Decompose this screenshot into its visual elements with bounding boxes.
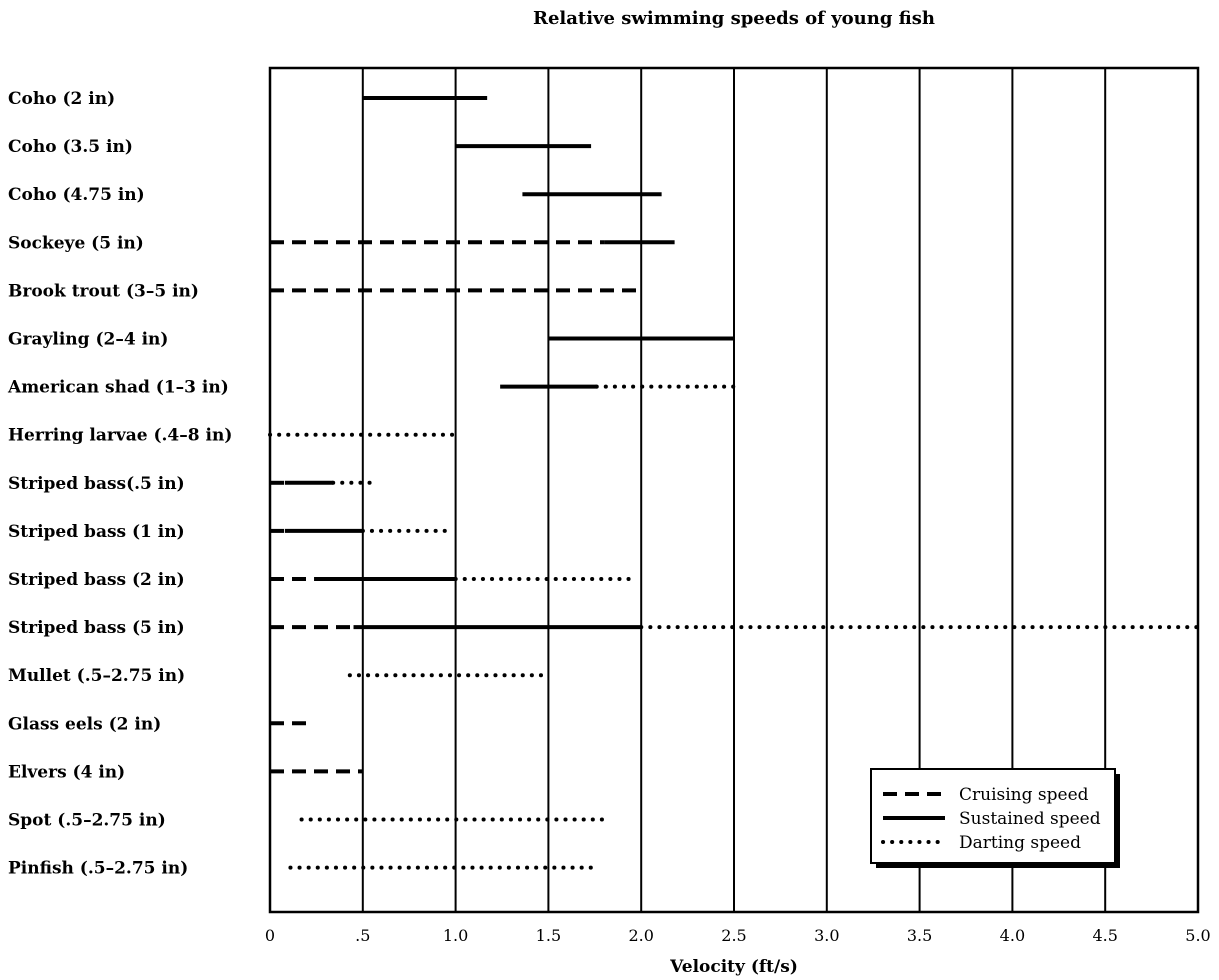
category-label: Pinfish (.5–2.75 in)	[8, 859, 188, 879]
x-tick-label: 4.0	[1000, 926, 1025, 945]
category-label: Striped bass (5 in)	[8, 618, 185, 638]
category-label: Sockeye (5 in)	[8, 233, 144, 253]
category-label: Striped bass (1 in)	[8, 522, 185, 542]
x-tick-label: 0	[265, 926, 275, 945]
x-tick-label: 4.5	[1092, 926, 1117, 945]
category-label: Elvers (4 in)	[8, 762, 125, 782]
category-label: Striped bass (2 in)	[8, 570, 185, 590]
category-label: Brook trout (3–5 in)	[8, 281, 199, 301]
category-label: Coho (4.75 in)	[8, 185, 145, 205]
category-label: Mullet (.5–2.75 in)	[8, 666, 185, 686]
category-label: Coho (2 in)	[8, 89, 115, 109]
x-tick-label: 5.0	[1185, 926, 1210, 945]
x-tick-labels: 0 .5 1.0 1.5 2.0 2.5 3.0 3.5 4.0 4.5 5.0	[265, 926, 1211, 945]
x-tick-label: 2.5	[721, 926, 746, 945]
category-label: Coho (3.5 in)	[8, 137, 133, 157]
x-tick-label: 3.5	[907, 926, 932, 945]
legend: Cruising speed Sustained speed Darting spe…	[870, 768, 1120, 868]
legend-label-darting: Darting speed	[959, 833, 1081, 853]
x-tick-label: .5	[355, 926, 370, 945]
category-label: Glass eels (2 in)	[8, 714, 161, 734]
category-label: Striped bass(.5 in)	[8, 474, 185, 494]
x-tick-label: 1.5	[536, 926, 561, 945]
x-tick-label: 2.0	[628, 926, 653, 945]
category-labels: Coho (2 in) Coho (3.5 in) Coho (4.75 in) So…	[7, 89, 232, 879]
category-label: Spot (.5–2.75 in)	[8, 811, 166, 831]
x-tick-label: 1.0	[443, 926, 468, 945]
legend-label-sustained: Sustained speed	[959, 809, 1101, 829]
plot-frame	[268, 66, 1200, 914]
category-label: Grayling (2–4 in)	[8, 330, 168, 350]
legend-label-cruising: Cruising speed	[959, 785, 1089, 805]
category-label: American shad (1–3 in)	[7, 378, 229, 398]
chart-title: Relative swimming speeds of young fish	[532, 8, 935, 29]
x-axis-title: Velocity (ft/s)	[669, 957, 798, 977]
speed-ranges	[268, 96, 1200, 870]
category-label: Herring larvae (.4–8 in)	[8, 426, 232, 446]
x-tick-label: 3.0	[814, 926, 839, 945]
